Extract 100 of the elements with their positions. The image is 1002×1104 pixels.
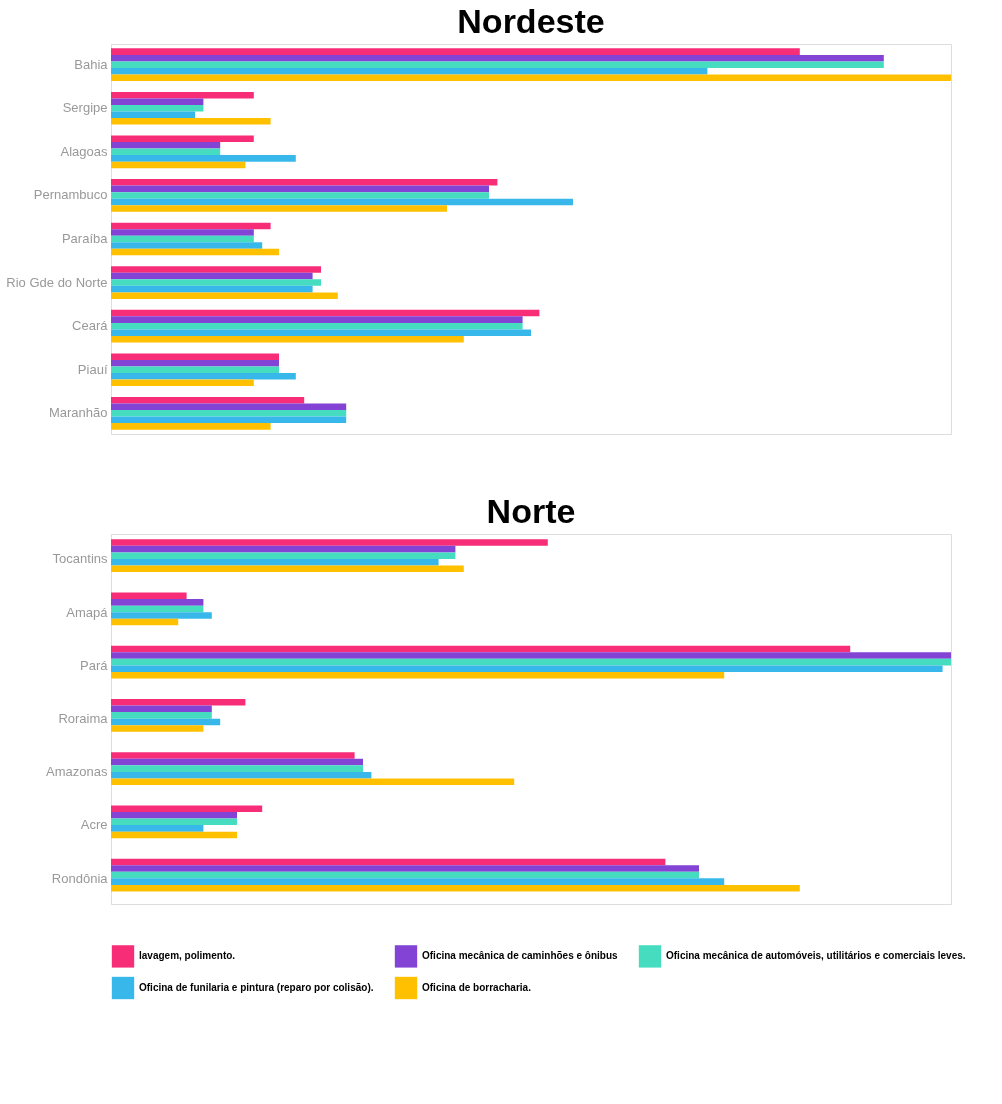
y-tick-label: Maranhão bbox=[48, 405, 108, 421]
bar bbox=[111, 148, 221, 156]
bar bbox=[111, 552, 456, 559]
y-tick-label: Acre bbox=[80, 817, 108, 833]
bar bbox=[111, 98, 204, 106]
bar bbox=[111, 558, 439, 566]
bar bbox=[111, 54, 884, 62]
bar bbox=[111, 316, 523, 323]
bar bbox=[111, 192, 489, 199]
bar bbox=[111, 91, 254, 99]
bar bbox=[111, 618, 179, 626]
legend-label: Oficina mecânica de caminhões e ônibus bbox=[422, 950, 619, 962]
bar bbox=[111, 765, 363, 772]
bar bbox=[111, 665, 943, 672]
bar bbox=[111, 658, 951, 666]
bar bbox=[111, 222, 271, 230]
bar bbox=[111, 161, 246, 169]
bar bbox=[111, 416, 347, 424]
bar bbox=[111, 272, 313, 280]
bar bbox=[111, 335, 464, 343]
y-tick-label: Paraíba bbox=[61, 231, 109, 246]
legend-label: Oficina de funilaria e pintura (reparo por colisão). bbox=[139, 982, 374, 993]
chart-title: Nordeste bbox=[457, 2, 605, 40]
bar bbox=[111, 752, 355, 759]
y-tick-label: Pernambuco bbox=[33, 187, 108, 203]
legend-label: Oficina mecânica de automóveis, utilitários e comerciais leves. bbox=[666, 950, 966, 962]
bar bbox=[111, 285, 313, 293]
bar bbox=[111, 279, 321, 286]
bar bbox=[111, 605, 204, 613]
bar bbox=[111, 671, 725, 679]
bar bbox=[111, 539, 548, 546]
y-tick-label: Sergipe bbox=[62, 100, 108, 116]
bar bbox=[111, 858, 666, 866]
bar bbox=[111, 403, 347, 411]
bar bbox=[111, 612, 212, 619]
bar bbox=[111, 229, 254, 236]
y-tick-label: Pará bbox=[80, 657, 109, 673]
y-tick-label: Alagoas bbox=[60, 143, 108, 159]
bar bbox=[111, 645, 851, 653]
bar bbox=[111, 805, 263, 813]
bar bbox=[111, 142, 221, 149]
y-tick-label: Amazonas bbox=[46, 764, 108, 780]
bar bbox=[111, 818, 237, 826]
y-tick-label: Bahia bbox=[74, 56, 109, 72]
y-tick-label: Piauí bbox=[77, 361, 108, 377]
bar bbox=[111, 155, 296, 162]
bar bbox=[111, 396, 305, 404]
y-tick-label: Tocantins bbox=[52, 551, 108, 567]
bar bbox=[111, 771, 372, 779]
bar bbox=[111, 48, 800, 55]
bar bbox=[111, 74, 951, 82]
bar bbox=[111, 372, 296, 380]
bar bbox=[111, 105, 204, 112]
bar bbox=[111, 599, 204, 606]
bar bbox=[111, 309, 540, 317]
bar bbox=[111, 565, 464, 573]
bar bbox=[111, 758, 363, 766]
bar bbox=[111, 329, 531, 336]
bar bbox=[111, 725, 204, 732]
bar bbox=[111, 379, 254, 387]
bar bbox=[111, 179, 498, 186]
bar bbox=[111, 292, 338, 299]
bar bbox=[111, 825, 204, 832]
bar bbox=[111, 718, 221, 726]
bar bbox=[111, 878, 725, 885]
bar bbox=[111, 871, 699, 879]
legend-label: lavagem, polimento. bbox=[139, 950, 236, 962]
bar bbox=[111, 884, 800, 892]
bar bbox=[111, 712, 212, 719]
bar bbox=[111, 61, 884, 68]
bar bbox=[111, 652, 951, 659]
chart-title: Norte bbox=[486, 492, 576, 530]
bar bbox=[111, 778, 515, 785]
bar bbox=[111, 111, 195, 119]
bar bbox=[111, 705, 212, 713]
bar bbox=[111, 699, 246, 706]
bar bbox=[111, 205, 447, 212]
bar bbox=[111, 410, 347, 417]
bar bbox=[111, 359, 279, 367]
bar bbox=[111, 322, 523, 330]
legend-label: Oficina de borracharia. bbox=[422, 982, 532, 993]
bar bbox=[111, 118, 271, 125]
bar bbox=[111, 831, 237, 839]
y-tick-label: Rio Gde do Norte bbox=[6, 274, 108, 290]
y-tick-label: Roraima bbox=[58, 711, 109, 726]
y-tick-label: Rondônia bbox=[51, 870, 109, 886]
bar bbox=[111, 266, 321, 273]
bar bbox=[111, 366, 279, 373]
bar bbox=[111, 865, 699, 872]
bar bbox=[111, 198, 573, 206]
bar bbox=[111, 67, 708, 75]
bar bbox=[111, 545, 456, 553]
bar bbox=[111, 812, 237, 819]
bar bbox=[111, 135, 254, 143]
bar bbox=[111, 185, 489, 193]
bar bbox=[111, 353, 279, 360]
bar bbox=[111, 423, 271, 430]
bar bbox=[111, 592, 187, 600]
bar bbox=[111, 235, 254, 243]
y-tick-label: Ceará bbox=[72, 318, 109, 334]
